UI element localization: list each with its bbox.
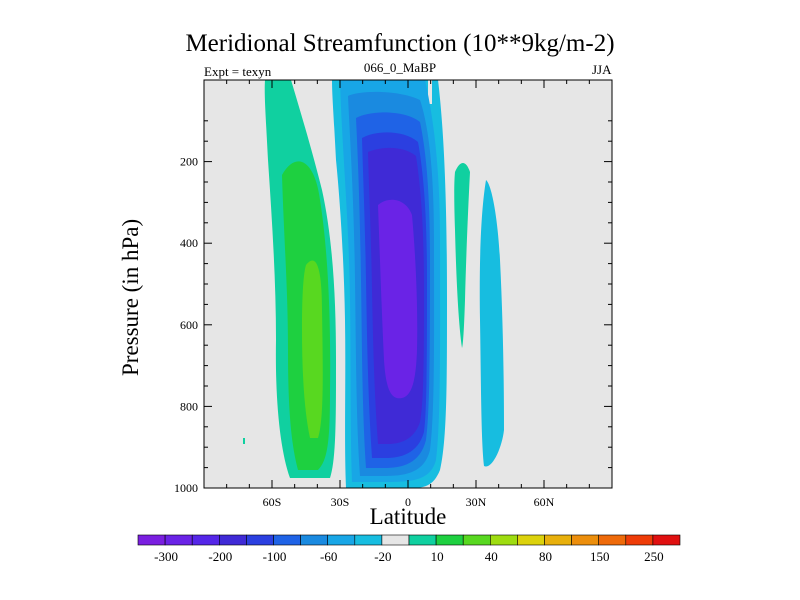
tropical-cell xyxy=(332,80,447,489)
colorbar: -300 -200 -100 -60 -20 10 40 80 150 250 xyxy=(137,534,681,564)
colorbar-box xyxy=(408,534,437,546)
x-tick-label: 60S xyxy=(263,495,282,509)
colorbar-label: -100 xyxy=(263,549,287,564)
colorbar-box xyxy=(652,534,681,546)
x-tick-label: 30N xyxy=(466,495,487,509)
colorbar-box xyxy=(354,534,383,546)
colorbar-box xyxy=(598,534,627,546)
x-axis: 60S 30S 0 30N 60N xyxy=(203,80,613,509)
x-tick-label: 0 xyxy=(405,495,411,509)
x-tick-label: 30S xyxy=(331,495,350,509)
colorbar-label: 150 xyxy=(590,549,610,564)
colorbar-box xyxy=(273,534,301,546)
colorbar-box xyxy=(219,534,247,546)
colorbar-label: 250 xyxy=(644,549,664,564)
y-tick-label: 600 xyxy=(180,318,198,332)
x-tick-label: 60N xyxy=(534,495,555,509)
southern-cell xyxy=(264,80,336,478)
colorbar-label: 40 xyxy=(485,549,498,564)
contour-tropical-core xyxy=(378,199,418,399)
colorbar-box xyxy=(544,534,572,546)
colorbar-box xyxy=(137,534,166,546)
y-tick-label: 200 xyxy=(180,155,198,169)
y-tick-label: 1000 xyxy=(174,481,198,495)
colorbar-label: -20 xyxy=(374,549,391,564)
northern-negative-band xyxy=(479,180,504,467)
colorbar-label: -200 xyxy=(208,549,232,564)
small-contour-mark xyxy=(243,438,245,444)
colorbar-box xyxy=(246,534,274,546)
colorbar-box xyxy=(517,534,545,546)
x-axis-label: Latitude xyxy=(369,504,447,529)
y-axis: 200 400 600 800 1000 xyxy=(174,120,612,495)
colorbar-label: -300 xyxy=(154,549,178,564)
experiment-label: Expt = texyn xyxy=(204,64,272,79)
northern-positive-band xyxy=(454,163,470,348)
y-tick-label: 800 xyxy=(180,399,198,413)
colorbar-box xyxy=(381,534,410,546)
contour-southern-inner xyxy=(302,260,323,438)
colorbar-box xyxy=(462,534,491,546)
colorbar-box xyxy=(625,534,654,546)
y-tick-label: 400 xyxy=(180,236,198,250)
colorbar-box xyxy=(164,534,193,546)
chart-title: Meridional Streamfunction (10**9kg/m-2) xyxy=(185,30,615,57)
colorbar-box xyxy=(489,534,518,546)
run-label: 066_0_MaBP xyxy=(363,60,437,75)
season-label: JJA xyxy=(592,62,612,77)
colorbar-box xyxy=(435,534,464,546)
colorbar-label: 80 xyxy=(539,549,552,564)
y-axis-label: Pressure (in hPa) xyxy=(118,218,143,376)
colorbar-label: 10 xyxy=(431,549,444,564)
colorbar-box xyxy=(571,534,599,546)
colorbar-box xyxy=(191,534,220,546)
colorbar-box xyxy=(327,534,356,546)
colorbar-box xyxy=(300,534,329,546)
colorbar-label: -60 xyxy=(320,549,337,564)
